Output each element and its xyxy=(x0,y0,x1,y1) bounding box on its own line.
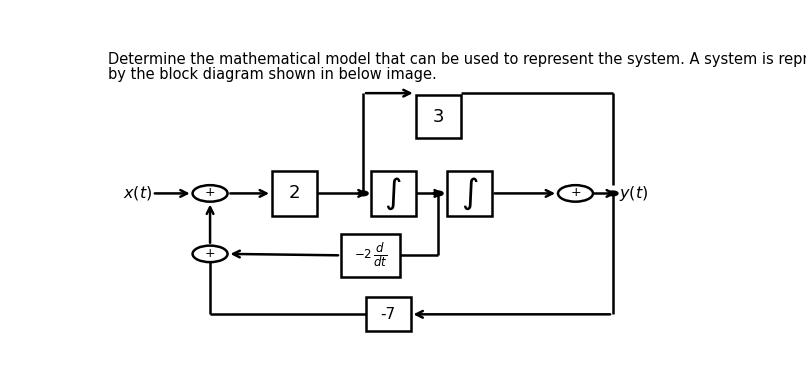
Circle shape xyxy=(433,191,443,196)
FancyBboxPatch shape xyxy=(366,297,410,331)
Circle shape xyxy=(558,185,593,202)
Text: 3: 3 xyxy=(432,108,444,126)
Text: $\int$: $\int$ xyxy=(384,175,402,211)
Circle shape xyxy=(193,185,227,202)
FancyBboxPatch shape xyxy=(272,170,317,216)
FancyBboxPatch shape xyxy=(416,95,460,138)
Text: +: + xyxy=(205,247,215,260)
FancyBboxPatch shape xyxy=(341,234,401,277)
Circle shape xyxy=(608,191,618,196)
Text: +: + xyxy=(570,186,581,199)
Text: $-2\,\dfrac{d}{dt}$: $-2\,\dfrac{d}{dt}$ xyxy=(354,242,388,269)
FancyBboxPatch shape xyxy=(447,170,492,216)
Text: 2: 2 xyxy=(289,185,300,202)
Circle shape xyxy=(193,246,227,262)
Text: Determine the mathematical model that can be used to represent the system. A sys: Determine the mathematical model that ca… xyxy=(108,52,806,67)
Circle shape xyxy=(358,191,368,196)
Text: +: + xyxy=(205,186,215,199)
Text: $x(t)$: $x(t)$ xyxy=(123,185,152,202)
Text: $\int$: $\int$ xyxy=(460,175,478,211)
Text: $y(t)$: $y(t)$ xyxy=(619,184,649,203)
FancyBboxPatch shape xyxy=(371,170,416,216)
Text: by the block diagram shown in below image.: by the block diagram shown in below imag… xyxy=(108,67,437,82)
Text: -7: -7 xyxy=(380,307,396,322)
